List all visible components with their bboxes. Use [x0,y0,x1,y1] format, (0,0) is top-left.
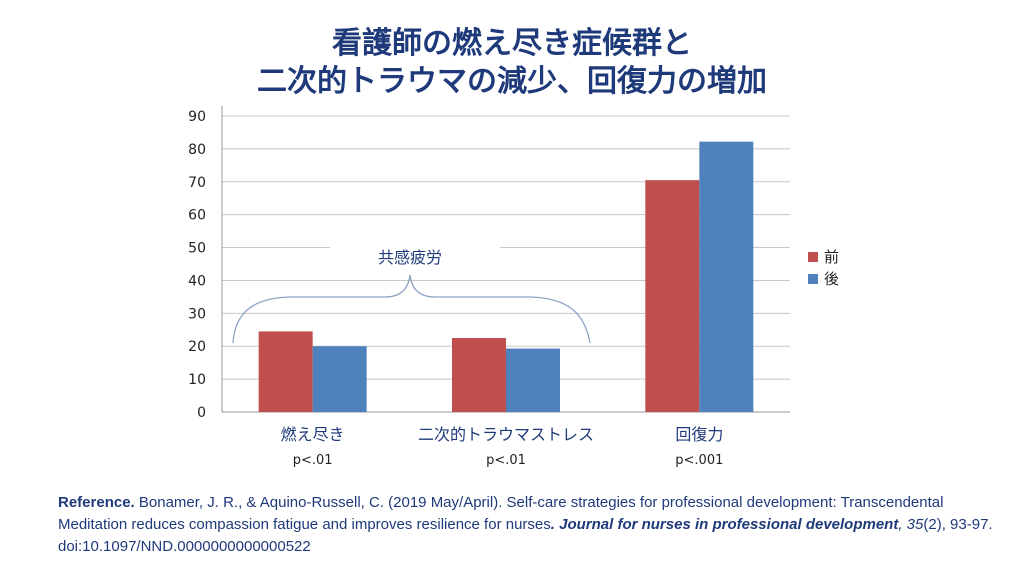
category-label: 二次的トラウマストレス [418,425,594,444]
reference-volume: , 35 [898,516,924,533]
y-tick-label: 50 [188,241,206,257]
reference-text: Bonamer, J. R., & Aquino-Russell, C. (20… [58,494,944,533]
reference-doi: (2), 93-97. doi:10.1097/NND.000000000000… [58,516,993,555]
bar-chart: 0 10 20 30 40 50 60 70 80 90 燃え尽き p<.01 二次的トラウマストレス p… [188,106,839,468]
y-tick-label: 60 [188,208,206,224]
legend-swatch [808,274,818,284]
y-tick-label: 90 [188,109,206,125]
y-tick-label: 80 [188,142,206,158]
title-line-2: 二次的トラウマの減少、回復力の増加 [257,64,767,99]
bar-after [699,141,754,413]
title-line-1: 看護師の燃え尽き症候群と [332,26,692,61]
legend-label: 後 [824,270,839,288]
bar-after [506,348,560,412]
reference-label: Reference. [58,494,135,511]
y-tick-label: 20 [188,339,206,355]
y-tick-label: 10 [188,372,206,388]
y-tick-label: 40 [188,273,206,289]
y-tick-label: 30 [188,306,206,322]
bar-before [258,331,313,412]
bar-after [312,346,367,412]
y-tick-label: 70 [188,175,206,191]
bar-before [645,180,700,412]
reference: Reference. Bonamer, J. R., & Aquino-Russ… [58,492,998,558]
category-label: 回復力 [675,425,723,444]
brace [232,274,591,344]
p-value-label: p<.01 [486,453,526,468]
legend-label: 前 [824,248,839,266]
category-label: 燃え尽き [281,425,345,444]
bar-before [452,338,506,412]
p-value-label: p<.001 [675,453,723,468]
reference-journal: . Journal for nurses in professional dev… [550,516,899,533]
p-value-label: p<.01 [293,453,333,468]
y-tick-label: 0 [197,405,206,421]
annotation-label: 共感疲労 [378,248,442,267]
legend-swatch [808,252,818,262]
